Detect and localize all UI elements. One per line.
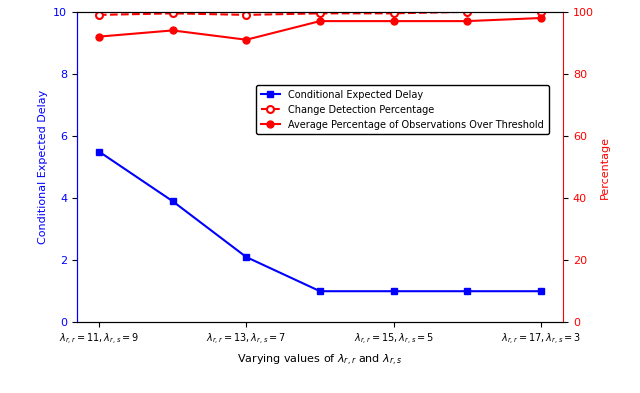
Y-axis label: Conditional Expected Delay: Conditional Expected Delay xyxy=(38,90,47,244)
Line: Conditional Expected Delay: Conditional Expected Delay xyxy=(95,148,545,295)
Change Detection Percentage xyxy=(243,13,250,17)
Average Percentage of Observations Over Threshold xyxy=(316,19,324,24)
Conditional Expected Delay xyxy=(316,289,324,294)
Change Detection Percentage xyxy=(316,11,324,16)
Conditional Expected Delay xyxy=(95,149,103,154)
Conditional Expected Delay xyxy=(390,289,397,294)
Change Detection Percentage xyxy=(169,11,177,16)
Conditional Expected Delay xyxy=(243,255,250,259)
Change Detection Percentage xyxy=(390,11,397,16)
Line: Change Detection Percentage: Change Detection Percentage xyxy=(95,8,545,18)
Average Percentage of Observations Over Threshold xyxy=(243,37,250,42)
Change Detection Percentage xyxy=(95,13,103,17)
Legend: Conditional Expected Delay, Change Detection Percentage, Average Percentage of O: Conditional Expected Delay, Change Detec… xyxy=(256,85,548,134)
Conditional Expected Delay xyxy=(463,289,471,294)
Change Detection Percentage xyxy=(537,9,545,14)
Average Percentage of Observations Over Threshold xyxy=(95,34,103,39)
Average Percentage of Observations Over Threshold xyxy=(537,16,545,20)
Average Percentage of Observations Over Threshold xyxy=(169,28,177,33)
Y-axis label: Percentage: Percentage xyxy=(600,136,609,198)
Line: Average Percentage of Observations Over Threshold: Average Percentage of Observations Over … xyxy=(95,15,545,43)
Average Percentage of Observations Over Threshold xyxy=(390,19,397,24)
Change Detection Percentage xyxy=(463,9,471,14)
Average Percentage of Observations Over Threshold xyxy=(463,19,471,24)
X-axis label: Varying values of $\lambda_{r,r}$ and $\lambda_{r,s}$: Varying values of $\lambda_{r,r}$ and $\… xyxy=(237,353,403,368)
Conditional Expected Delay xyxy=(537,289,545,294)
Conditional Expected Delay xyxy=(169,199,177,204)
